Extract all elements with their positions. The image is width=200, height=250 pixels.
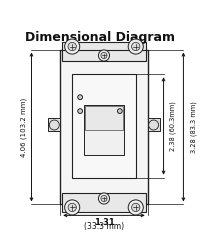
Bar [72,74,136,178]
Bar [85,106,123,130]
Text: (33.3 mm): (33.3 mm) [84,222,124,231]
Circle shape [128,200,143,215]
Text: 3.28 (83.3 mm): 3.28 (83.3 mm) [190,101,197,153]
Circle shape [65,39,80,54]
Bar [62,192,146,212]
Circle shape [65,200,80,215]
Circle shape [68,42,76,51]
Text: 4.06 (103.2 mm): 4.06 (103.2 mm) [20,97,27,156]
Bar [148,118,160,131]
Bar [84,105,124,155]
Circle shape [101,196,107,202]
Bar [62,42,146,62]
Circle shape [78,109,83,114]
Circle shape [78,95,83,100]
Circle shape [149,120,159,130]
Circle shape [117,109,122,114]
Circle shape [132,203,140,212]
Bar [60,50,148,204]
Text: Dimensional Diagram: Dimensional Diagram [25,31,175,44]
Circle shape [68,203,76,212]
Circle shape [98,193,110,204]
Text: 1.31: 1.31 [94,218,114,227]
Circle shape [132,42,140,51]
Circle shape [49,120,59,130]
Circle shape [98,50,110,61]
Text: 2.38 (60.3mm): 2.38 (60.3mm) [169,101,176,151]
Circle shape [128,39,143,54]
Circle shape [101,52,107,59]
Bar [48,118,60,131]
